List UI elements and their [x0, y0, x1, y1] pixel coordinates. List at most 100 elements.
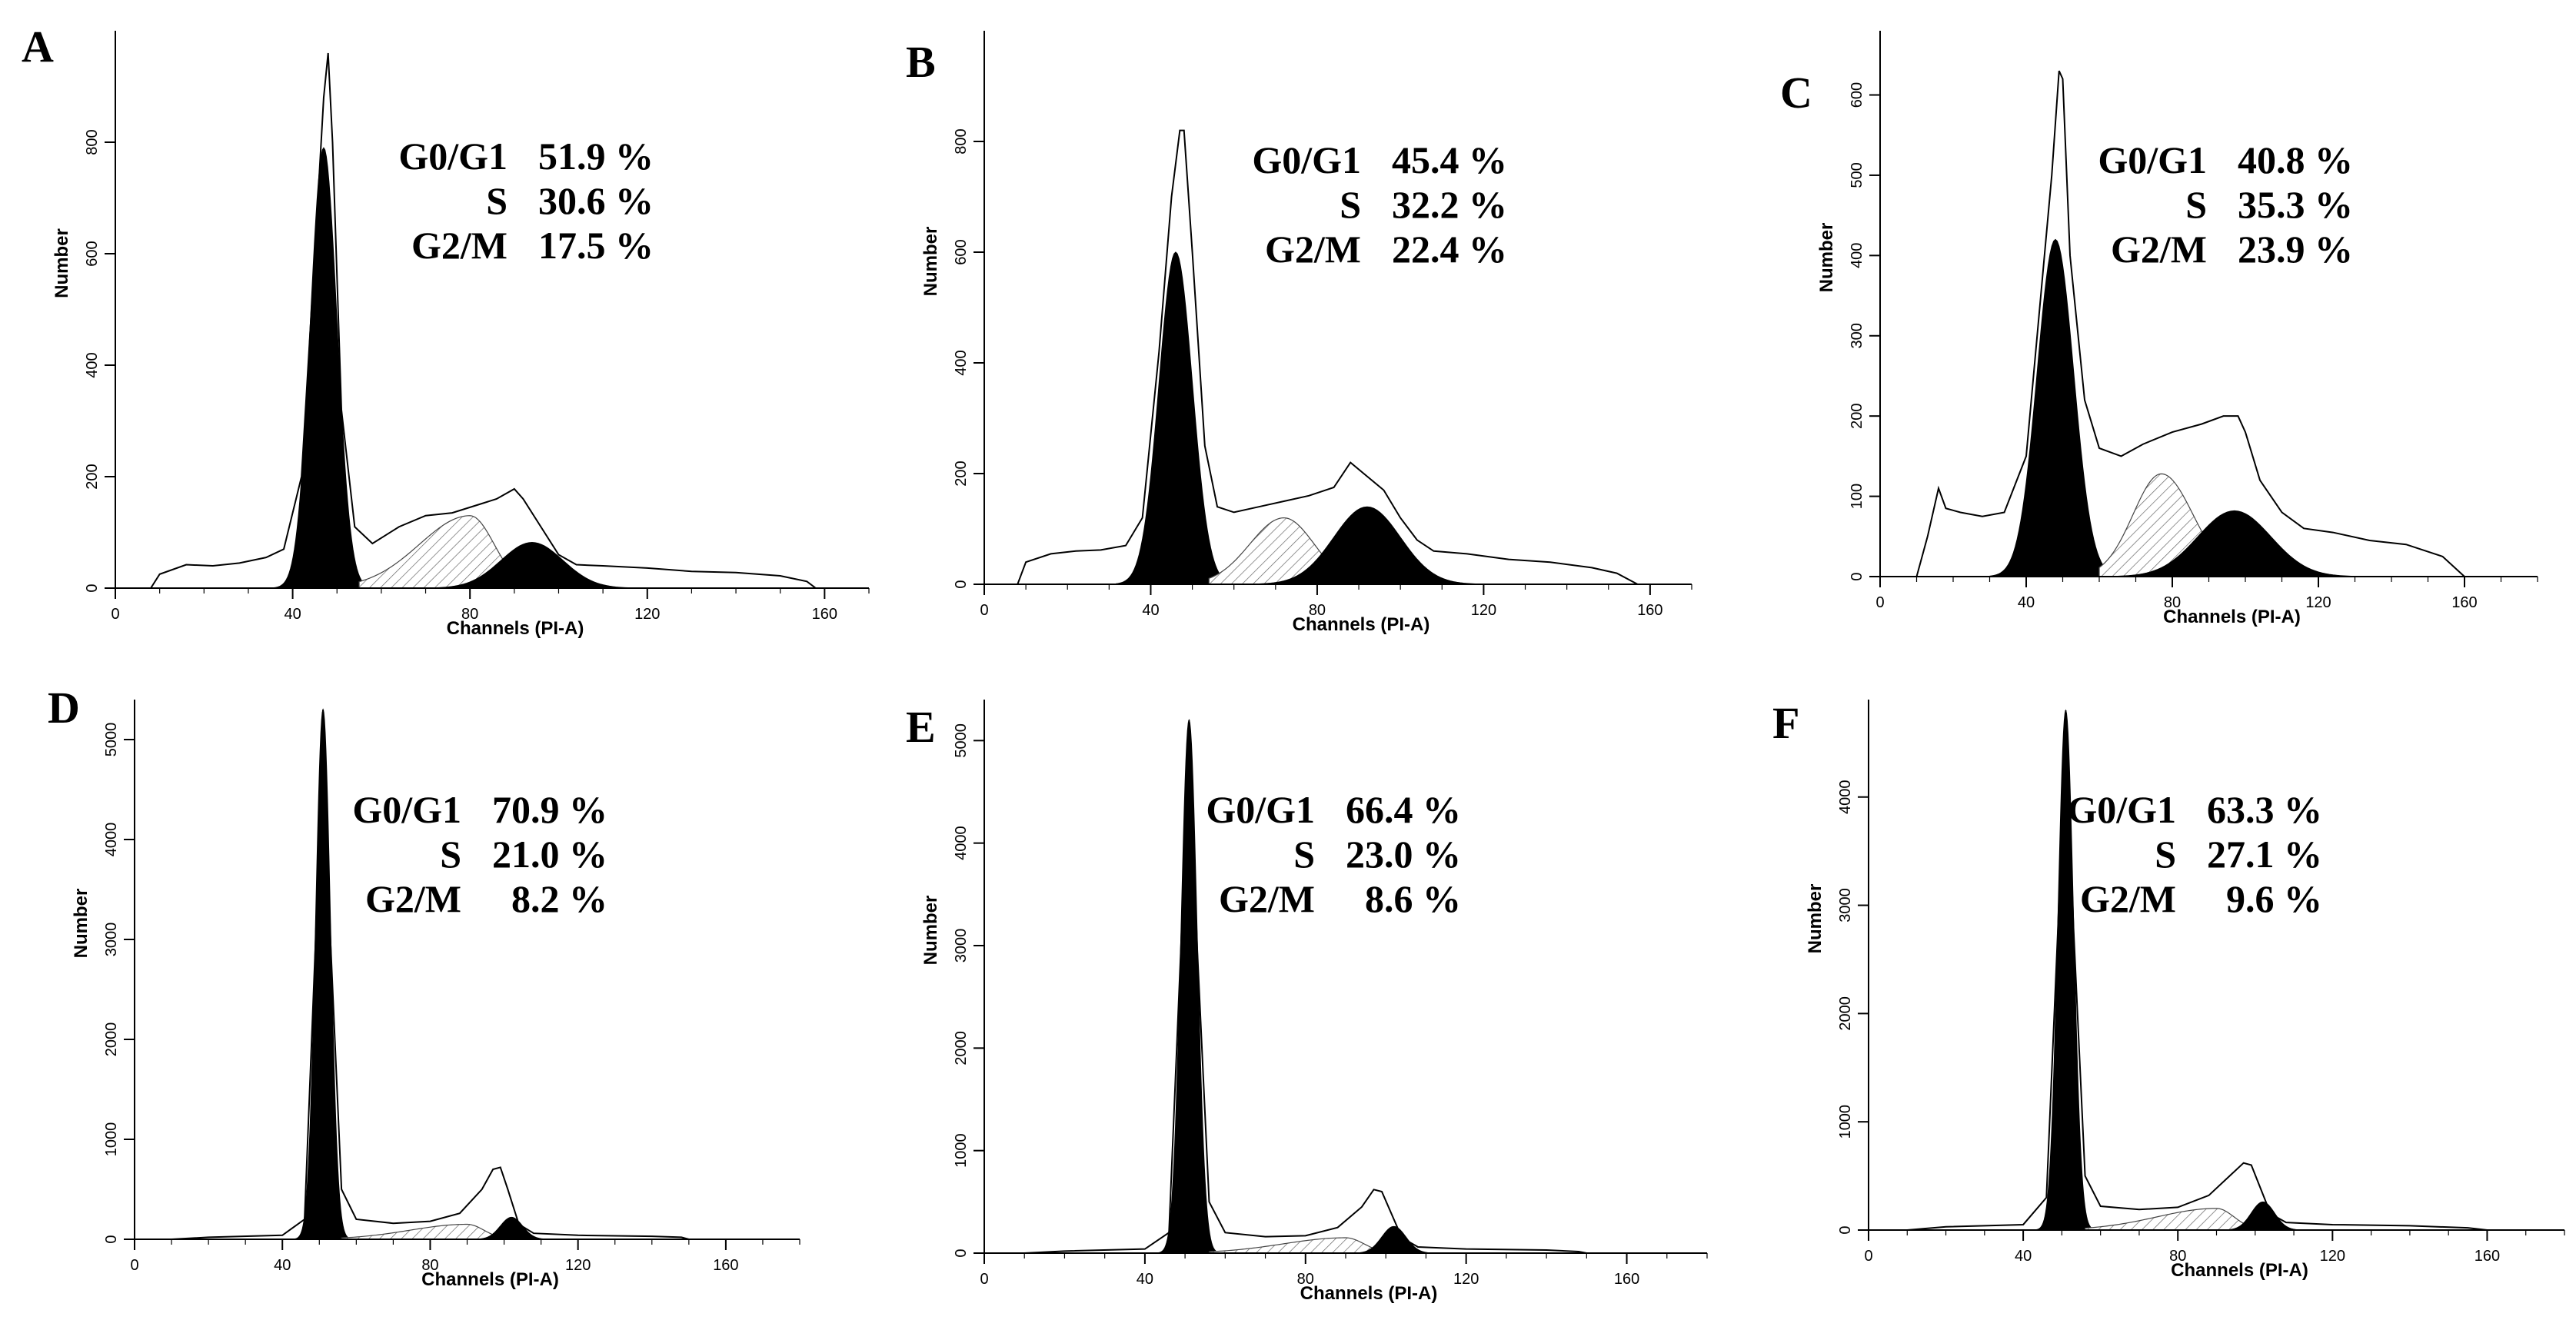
x-tick-label: 160: [2451, 594, 2477, 611]
x-tick-label: 40: [1142, 602, 1159, 619]
series-s-phase: [2084, 1208, 2256, 1231]
x-tick-label: 160: [713, 1257, 738, 1274]
panel-letter: C: [1780, 68, 1812, 118]
chart-panel-e: E 0 40 80 120 160 0 1000 2000 3000 4000 5000 Channel…: [906, 700, 1708, 1304]
x-tick-label: 160: [2474, 1248, 2500, 1265]
x-tick-label: 0: [980, 1271, 988, 1288]
x-tick-label: 120: [2320, 1248, 2345, 1265]
y-tick-label: 4000: [103, 823, 120, 857]
y-tick-label: 500: [1849, 162, 1865, 188]
stat-phase-value: 40.8 %: [2238, 138, 2353, 181]
stat-phase-value: 35.3 %: [2238, 183, 2353, 226]
y-tick-label: 1000: [953, 1133, 970, 1168]
stat-phase-label: S: [1340, 183, 1361, 226]
stat-phase-label: S: [2155, 833, 2176, 876]
series-histogram: [1915, 70, 2465, 577]
y-tick-label: 0: [953, 1249, 970, 1257]
y-tick-label: 2000: [953, 1031, 970, 1066]
series-histogram: [1907, 710, 2488, 1231]
y-tick-label: 800: [84, 129, 101, 155]
series-g0-g1-peak: [1982, 238, 2129, 577]
panel-letter: F: [1772, 698, 1799, 748]
chart-panel-d: D 0 40 80 120 160 0 1000 2000 3000 4000 5000 Channel…: [48, 683, 800, 1290]
y-tick-label: 400: [1849, 243, 1865, 268]
stat-phase-label: G0/G1: [398, 135, 508, 178]
series-g0-g1-peak: [293, 708, 353, 1240]
x-tick-label: 160: [812, 606, 837, 623]
stat-phase-value: 17.5 %: [538, 224, 654, 267]
x-tick-label: 80: [2169, 1248, 2186, 1265]
stat-phase-label: G0/G1: [1252, 138, 1361, 181]
y-tick-label: 400: [953, 350, 970, 375]
y-tick-label: 0: [1837, 1225, 1854, 1234]
chart-panel-c: C 0 40 80 120 160 0 100 200 300 400 500 600 Channels …: [1780, 31, 2538, 627]
stat-phase-value: 51.9 %: [538, 135, 654, 178]
x-axis-label: Channels (PI-A): [1293, 614, 1430, 635]
stat-phase-value: 21.0 %: [492, 833, 607, 876]
stat-phase-value: 8.6 %: [1365, 877, 1461, 920]
stat-phase-label: S: [1293, 833, 1315, 876]
y-tick-label: 3000: [953, 929, 970, 963]
y-tick-label: 4000: [953, 826, 970, 860]
panel-letter: A: [22, 22, 54, 71]
stat-phase-value: 32.2 %: [1392, 183, 1507, 226]
x-axis-label: Channels (PI-A): [421, 1269, 559, 1290]
stat-phase-label: G0/G1: [1206, 788, 1315, 831]
y-tick-label: 600: [953, 239, 970, 264]
chart-panel-b: B 0 40 80 120 160 0 200 400 600 800 Channels (PI-A)…: [906, 31, 1692, 635]
stat-phase-label: G2/M: [365, 877, 461, 920]
y-tick-label: 1000: [1837, 1105, 1854, 1139]
y-tick-label: 5000: [953, 723, 970, 758]
x-axis-label: Channels (PI-A): [2171, 1260, 2308, 1281]
stat-phase-value: 30.6 %: [538, 179, 654, 222]
x-axis-label: Channels (PI-A): [447, 618, 584, 639]
y-tick-label: 2000: [1837, 996, 1854, 1031]
x-tick-label: 0: [980, 602, 988, 619]
x-tick-label: 40: [2018, 594, 2035, 611]
panel-letter: B: [906, 37, 936, 87]
series-s-phase: [341, 1223, 505, 1240]
y-tick-label: 1000: [103, 1122, 120, 1157]
series-g0-g1-peak: [1108, 251, 1243, 585]
y-tick-label: 300: [1849, 323, 1865, 348]
series-g2-m-peak: [407, 542, 657, 589]
stat-phase-label: G2/M: [411, 224, 508, 267]
panel-letter: E: [906, 702, 936, 752]
y-tick-label: 200: [84, 464, 101, 489]
y-tick-label: 600: [84, 241, 101, 266]
stat-phase-value: 45.4 %: [1392, 138, 1507, 181]
x-tick-label: 40: [2015, 1248, 2032, 1265]
x-tick-label: 80: [1297, 1271, 1314, 1288]
stat-phase-label: S: [440, 833, 461, 876]
x-tick-label: 80: [1309, 602, 1326, 619]
y-tick-label: 2000: [103, 1022, 120, 1057]
x-tick-label: 80: [2164, 594, 2181, 611]
y-tick-label: 0: [953, 580, 970, 588]
x-tick-label: 120: [2305, 594, 2331, 611]
x-tick-label: 120: [1453, 1271, 1479, 1288]
stat-phase-label: S: [486, 179, 508, 222]
stat-phase-value: 9.6 %: [2226, 877, 2322, 920]
x-axis-label: Channels (PI-A): [2163, 607, 2301, 627]
x-tick-label: 160: [1637, 602, 1662, 619]
x-tick-label: 120: [565, 1257, 591, 1274]
stat-phase-value: 70.9 %: [492, 788, 607, 831]
series-histogram: [150, 52, 817, 589]
y-tick-label: 0: [103, 1235, 120, 1243]
x-tick-label: 160: [1614, 1271, 1639, 1288]
series-histogram: [1017, 129, 1639, 585]
y-tick-label: 600: [1849, 82, 1865, 108]
stat-phase-label: G2/M: [2080, 877, 2176, 920]
series-g2-m-peak: [1233, 506, 1501, 585]
y-tick-label: 100: [1849, 484, 1865, 509]
stat-phase-label: G2/M: [1219, 877, 1315, 920]
y-tick-label: 800: [953, 128, 970, 154]
y-tick-label: 0: [1849, 572, 1865, 580]
y-tick-label: 200: [953, 461, 970, 486]
stat-phase-value: 22.4 %: [1392, 228, 1507, 271]
x-tick-label: 0: [1875, 594, 1884, 611]
stat-phase-value: 27.1 %: [2207, 833, 2322, 876]
x-tick-label: 40: [1137, 1271, 1153, 1288]
stat-phase-value: 23.0 %: [1346, 833, 1461, 876]
